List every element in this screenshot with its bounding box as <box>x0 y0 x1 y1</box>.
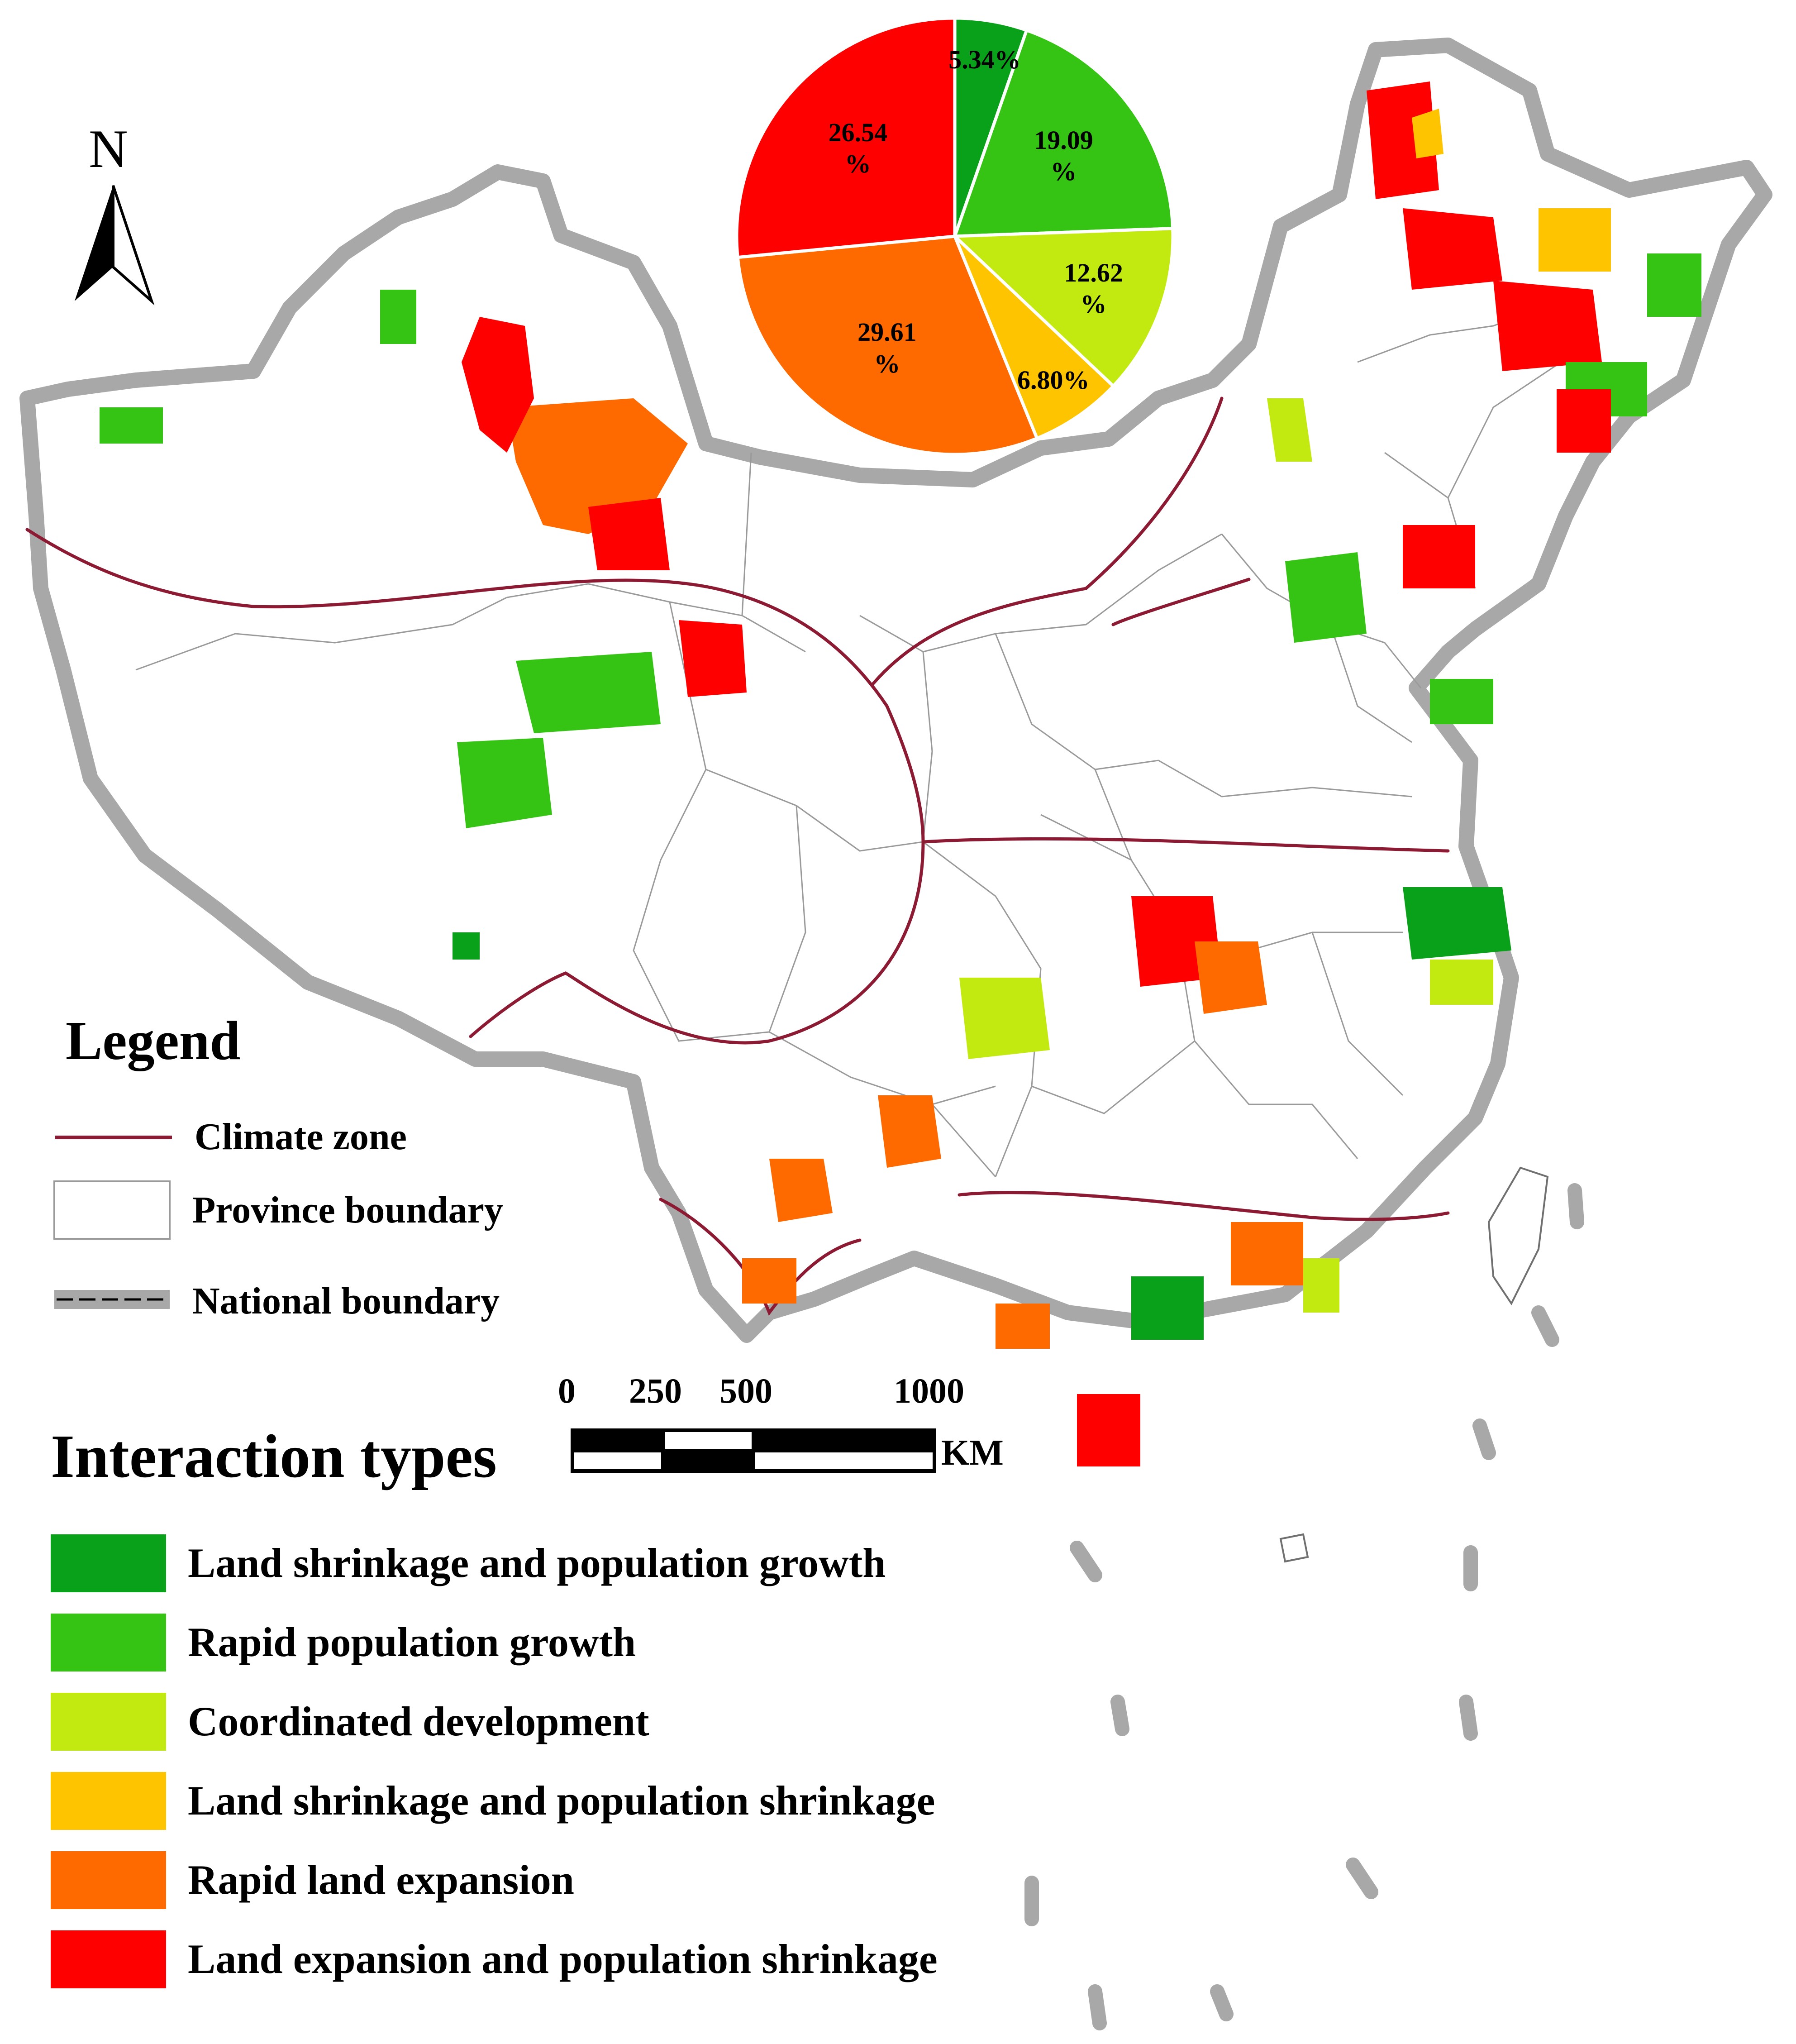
scale-unit: KM <box>941 1433 1004 1473</box>
pie-slice <box>951 227 1175 389</box>
type-label-land-shrinkage-population-growth: Land shrinkage and population growth <box>188 1540 886 1586</box>
north-letter: N <box>89 119 128 179</box>
taiwan-and-islands <box>1279 1166 1549 1563</box>
pie-slice <box>735 16 957 259</box>
north-arrow-icon <box>75 185 155 306</box>
scale-tick-0: 0 <box>558 1371 576 1410</box>
swatch-land-shrinkage-population-shrinkage <box>51 1772 166 1830</box>
swatch-land-shrinkage-population-growth <box>51 1534 166 1592</box>
legend-national-boundary-label: National boundary <box>192 1280 500 1322</box>
legend-climate-zone-label: Climate zone <box>195 1116 407 1158</box>
sea-boundary-dashes <box>1024 1183 1584 2030</box>
scale-tick-1000: 1000 <box>894 1371 964 1410</box>
swatch-rapid-population-growth <box>51 1614 166 1671</box>
pie-chart <box>735 16 1175 456</box>
region-patches <box>100 81 1701 1466</box>
pie-slice <box>953 28 1175 238</box>
pie-slice-label: 6.80% <box>1017 365 1090 395</box>
pie-slice-label: 26.54% <box>828 117 888 179</box>
scale-tick-500: 500 <box>719 1371 772 1410</box>
national-boundary <box>19 38 1772 1343</box>
type-label-coordinated-development: Coordinated development <box>188 1698 649 1744</box>
pie-slice-label: 12.62% <box>1064 258 1123 319</box>
swatch-coordinated-development <box>51 1693 166 1751</box>
legend-title: Legend <box>66 1010 241 1071</box>
swatch-rapid-land-expansion <box>51 1851 166 1909</box>
type-label-rapid-land-expansion: Rapid land expansion <box>188 1857 574 1903</box>
type-label-rapid-population-growth: Rapid population growth <box>188 1619 636 1665</box>
province-boundary-symbol <box>53 1180 171 1240</box>
national-boundary-symbol <box>54 1290 170 1309</box>
scale-bar <box>571 1428 936 1473</box>
type-label-land-expansion-population-shrinkage: Land expansion and population shrinkage <box>188 1936 938 1982</box>
swatch-land-expansion-population-shrinkage <box>51 1930 166 1988</box>
scale-tick-250: 250 <box>629 1371 682 1410</box>
legend-province-boundary-label: Province boundary <box>192 1189 503 1231</box>
interaction-types-title: Interaction types <box>51 1423 497 1490</box>
pie-slice <box>953 235 1116 441</box>
pie-slice <box>736 234 1039 456</box>
pie-slice-label: 29.61% <box>858 317 917 379</box>
type-label-land-shrinkage-population-shrinkage: Land shrinkage and population shrinkage <box>188 1777 935 1824</box>
climate-zone-lines <box>25 396 1450 1316</box>
pie-slice-label: 5.34% <box>948 45 1021 75</box>
pie-slice-label: 19.09% <box>1034 125 1093 186</box>
